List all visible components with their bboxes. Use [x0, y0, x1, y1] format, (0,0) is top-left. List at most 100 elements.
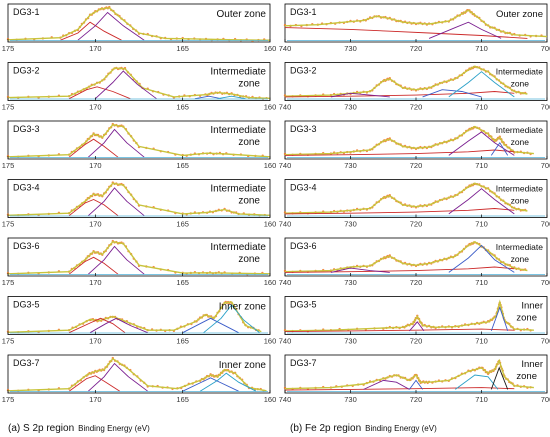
sample-label: DG3-4: [13, 183, 40, 193]
fit-component: [182, 377, 239, 392]
fit-component: [77, 11, 145, 41]
zone-label-line: zone: [238, 196, 260, 207]
x-tick-label: 710: [475, 278, 488, 287]
fit-component: [330, 92, 390, 98]
zone-label-line: Intermediate: [496, 125, 544, 135]
data-points: [283, 182, 527, 215]
x-tick-label: 175: [2, 337, 15, 346]
sample-label: DG3-3: [13, 124, 40, 134]
zone-label-line: zone: [516, 371, 537, 382]
fit-envelope: [284, 125, 534, 156]
x-tick-label: 170: [89, 278, 102, 287]
x-tick-label: 710: [475, 337, 488, 346]
plot-frame: [284, 296, 548, 335]
zone-label-line: zone: [238, 79, 260, 90]
x-tick-label: 740: [279, 395, 292, 404]
fit-component: [217, 95, 246, 100]
x-tick-label: 700: [541, 220, 550, 229]
x-tick-label: 700: [541, 161, 550, 170]
sample-label: DG3-6: [290, 241, 317, 251]
x-tick-label: 720: [410, 278, 423, 287]
x-tick-label: 730: [344, 161, 357, 170]
zone-label: Intermediate zone: [210, 67, 266, 90]
fit-component: [60, 21, 122, 41]
x-tick-label: 170: [89, 44, 102, 53]
zone-label-line: Intermediate: [210, 242, 266, 253]
x-tick-label: 720: [410, 220, 423, 229]
x-tick-label: 170: [89, 103, 102, 112]
fit-component: [490, 306, 509, 332]
spectrum-dg3-2-s2p: 175 170 165 160 DG3-2 Intermediate zone: [2, 62, 277, 112]
x-tick-label: 700: [541, 278, 550, 287]
x-tick-label: 175: [2, 103, 15, 112]
caption-fe2p: (b) Fe 2p region Binding Energy (eV): [290, 423, 437, 434]
fit-component: [490, 366, 509, 390]
zone-label-line: Intermediate: [210, 125, 266, 136]
fit-component: [409, 321, 425, 332]
fit-envelope: [7, 241, 271, 275]
x-tick-label: 710: [475, 103, 488, 112]
fit-component: [68, 256, 119, 275]
fit-envelope: [284, 240, 528, 273]
x-tick-label: 720: [410, 337, 423, 346]
fit-component: [448, 188, 515, 215]
zone-label-line: Inner: [521, 301, 543, 312]
x-tick-label: 710: [475, 44, 488, 53]
fit-envelope: [284, 65, 528, 97]
x-tick-label: 160: [264, 395, 277, 404]
fit-component: [68, 317, 126, 334]
sample-label: DG3-2: [13, 66, 40, 76]
fit-component: [284, 387, 515, 391]
sample-label: DG3-3: [290, 124, 317, 134]
x-tick-label: 160: [264, 44, 277, 53]
x-tick-label: 710: [475, 395, 488, 404]
x-tick-label: 175: [2, 44, 15, 53]
zone-label-line: zone: [238, 137, 260, 148]
x-tick-label: 165: [176, 220, 189, 229]
x-tick-label: 165: [176, 337, 189, 346]
x-tick-label: 160: [264, 220, 277, 229]
data-points: [283, 65, 527, 98]
zone-label: Intermediate zone: [210, 184, 266, 207]
spectrum-dg3-3-s2p: 175 170 165 160 DG3-3 Intermediate zone: [2, 120, 277, 170]
fit-component: [284, 149, 515, 156]
fit-component: [87, 362, 148, 392]
spectrum-dg3-6-fe2p: 740 730 720 710 700 DG3-6 Intermediate zone: [279, 237, 550, 287]
fit-component: [203, 304, 260, 334]
x-tick-label: 165: [176, 395, 189, 404]
x-tick-label: 160: [264, 103, 277, 112]
fit-envelope: [284, 299, 534, 332]
fit-component: [284, 328, 515, 333]
x-tick-label: 165: [176, 278, 189, 287]
sample-label: DG3-7: [13, 358, 40, 368]
zone-label: Intermediate zone: [496, 242, 544, 264]
x-tick-label: 740: [279, 44, 292, 53]
x-tick-label: 740: [279, 278, 292, 287]
plot-frame: [7, 3, 271, 43]
x-tick-label: 710: [475, 161, 488, 170]
x-tick-label: 160: [264, 161, 277, 170]
x-tick-label: 740: [279, 103, 292, 112]
zone-label: Intermediate zone: [496, 184, 544, 206]
zone-label: Inner zone: [219, 360, 267, 371]
zone-label-line: Intermediate: [496, 184, 544, 194]
fit-envelope: [284, 9, 548, 38]
sample-label: DG3-5: [290, 300, 317, 310]
fit-component: [68, 86, 131, 100]
zone-label: Intermediate zone: [496, 67, 544, 89]
fit-component: [428, 21, 502, 39]
zone-label-line: zone: [516, 313, 537, 324]
x-tick-label: 165: [176, 103, 189, 112]
x-tick-label: 175: [2, 395, 15, 404]
zone-label-line: zone: [511, 137, 530, 147]
x-tick-label: 160: [264, 278, 277, 287]
x-tick-label: 720: [410, 395, 423, 404]
zone-label: Outer zone: [217, 9, 267, 20]
sample-label: DG3-7: [290, 358, 317, 368]
zone-label-line: Intermediate: [210, 67, 266, 78]
x-tick-label: 730: [344, 44, 357, 53]
caption-s2p-title: (a) S 2p region: [8, 423, 75, 434]
fit-envelope: [284, 358, 534, 390]
fit-component: [194, 95, 222, 100]
